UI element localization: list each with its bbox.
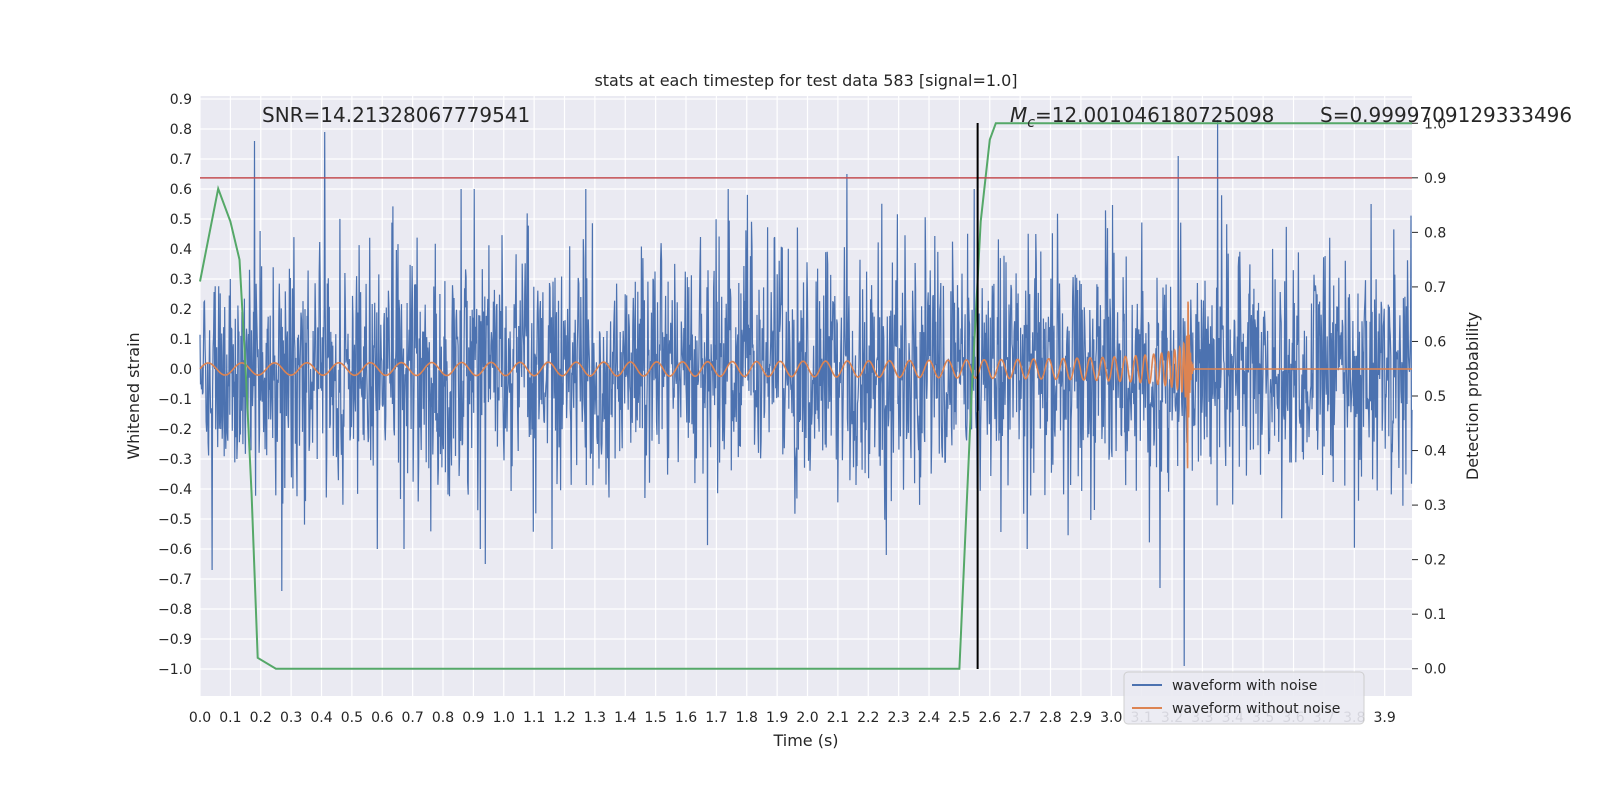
y2-tick-label-9: 0.1 [1424, 607, 1446, 623]
y2-tick-label-10: 0.0 [1424, 662, 1446, 678]
x-tick-label-7: 0.7 [401, 710, 423, 726]
y-axis-label: Whitened strain [124, 332, 143, 459]
x-axis-label: Time (s) [772, 731, 838, 750]
x-tick-label-0: 0.0 [189, 710, 211, 726]
x-tick-label-3: 0.3 [280, 710, 302, 726]
clean-waveform-line [199, 301, 1412, 469]
x-tick-label-26: 2.6 [979, 710, 1001, 726]
y-tick-label-0: 0.9 [170, 92, 192, 108]
y-tick-label-16: −0.7 [158, 572, 192, 588]
detection-probability-line [199, 122, 1412, 670]
x-tick-label-15: 1.5 [645, 710, 667, 726]
y-tick-label-10: −0.1 [158, 392, 192, 408]
y-tick-label-5: 0.4 [170, 242, 192, 258]
y-tick-label-19: −1.0 [158, 662, 192, 678]
y2-tick-labels: 1.0 0.9 0.8 0.7 0.6 0.5 0.4 0.3 0.2 0.1 0.0 [1412, 116, 1446, 678]
y-tick-label-1: 0.8 [170, 122, 192, 138]
x-tick-label-30: 3.0 [1100, 710, 1122, 726]
snr-annotation: SNR=14.21328067779541 [262, 103, 530, 127]
x-tick-label-10: 1.0 [493, 710, 515, 726]
y2-tick-label-5: 0.5 [1424, 389, 1446, 405]
reference-lines [200, 123, 1412, 669]
x-tick-label-20: 2.0 [796, 710, 818, 726]
mc-annotation: Mc=12.001046180725098 [1010, 103, 1274, 131]
x-tick-label-16: 1.6 [675, 710, 697, 726]
y2-tick-label-3: 0.7 [1424, 280, 1446, 296]
y2-tick-label-6: 0.4 [1424, 444, 1446, 460]
y-tick-label-6: 0.3 [170, 272, 192, 288]
y-tick-labels: 0.9 0.8 0.7 0.6 0.5 0.4 0.3 0.2 0.1 0.0 −0.1 −0.2 −0… [158, 92, 192, 678]
x-tick-label-21: 2.1 [827, 710, 849, 726]
x-tick-label-9: 0.9 [462, 710, 484, 726]
mc-subscript: c [1027, 115, 1035, 131]
y-tick-label-9: 0.0 [170, 362, 192, 378]
series-detection-probability [199, 122, 1412, 670]
x-tick-label-29: 2.9 [1070, 710, 1092, 726]
x-tick-label-24: 2.4 [918, 710, 940, 726]
y-tick-label-14: −0.5 [158, 512, 192, 528]
y-tick-label-13: −0.4 [158, 482, 192, 498]
y2-tick-label-0: 1.0 [1424, 116, 1446, 132]
x-tick-label-25: 2.5 [948, 710, 970, 726]
x-tick-label-5: 0.5 [341, 710, 363, 726]
y2-tick-label-4: 0.6 [1424, 334, 1446, 350]
y-tick-label-15: −0.6 [158, 542, 192, 558]
mc-value: =12.001046180725098 [1035, 103, 1274, 127]
y2-tick-label-7: 0.3 [1424, 498, 1446, 514]
y2-tick-label-2: 0.8 [1424, 225, 1446, 241]
y2-axis-label: Detection probability [1463, 312, 1482, 480]
y-tick-label-4: 0.5 [170, 212, 192, 228]
y-tick-label-12: −0.3 [158, 452, 192, 468]
chart-title: stats at each timestep for test data 583… [594, 71, 1017, 90]
x-tick-label-18: 1.8 [736, 710, 758, 726]
x-tick-label-13: 1.3 [584, 710, 606, 726]
x-tick-label-17: 1.7 [705, 710, 727, 726]
x-tick-label-6: 0.6 [371, 710, 393, 726]
x-tick-label-23: 2.3 [888, 710, 910, 726]
legend-box [1123, 671, 1365, 725]
x-tick-label-28: 2.8 [1039, 710, 1061, 726]
x-tick-label-27: 2.7 [1009, 710, 1031, 726]
mc-symbol: M [1010, 103, 1027, 127]
x-tick-label-2: 0.2 [250, 710, 272, 726]
x-tick-label-22: 2.2 [857, 710, 879, 726]
y-tick-label-18: −0.9 [158, 632, 192, 648]
x-tick-label-1: 0.1 [219, 710, 241, 726]
y-tick-label-17: −0.8 [158, 602, 192, 618]
legend-label-noise: waveform with noise [1172, 678, 1317, 694]
y2-tick-label-1: 0.9 [1424, 171, 1446, 187]
x-tick-label-11: 1.1 [523, 710, 545, 726]
y-tick-label-3: 0.6 [170, 182, 192, 198]
x-tick-label-8: 0.8 [432, 710, 454, 726]
x-tick-label-39: 3.9 [1374, 710, 1396, 726]
x-tick-label-19: 1.9 [766, 710, 788, 726]
y-tick-label-11: −0.2 [158, 422, 192, 438]
legend-label-clean: waveform without noise [1172, 701, 1340, 717]
x-tick-label-4: 0.4 [310, 710, 332, 726]
legend: waveform with noise waveform without noi… [1123, 671, 1365, 725]
s-annotation: S=0.9999709129333496 [1320, 103, 1572, 127]
y2-tick-label-8: 0.2 [1424, 553, 1446, 569]
y-tick-label-7: 0.2 [170, 302, 192, 318]
x-tick-label-12: 1.2 [553, 710, 575, 726]
x-tick-label-14: 1.4 [614, 710, 636, 726]
y-tick-label-2: 0.7 [170, 152, 192, 168]
series-waveform-without-noise [199, 301, 1412, 469]
y-tick-label-8: 0.1 [170, 332, 192, 348]
